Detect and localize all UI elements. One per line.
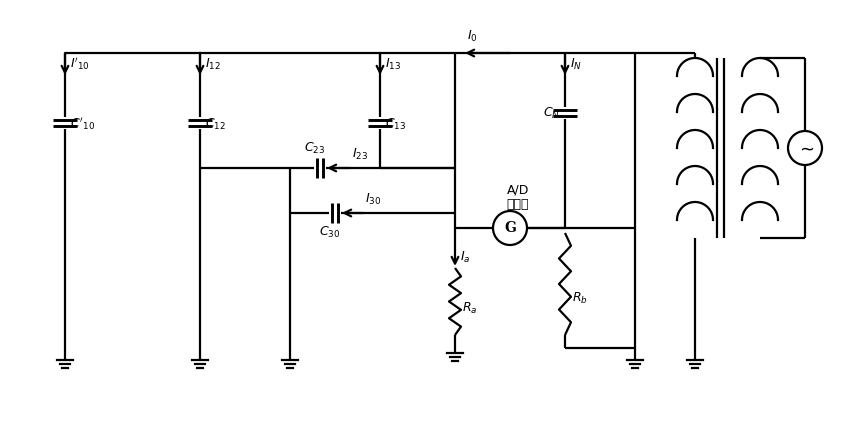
Text: $I'_{10}$: $I'_{10}$ [70, 56, 90, 72]
Text: $I_{13}$: $I_{13}$ [385, 56, 401, 71]
Text: $I_{30}$: $I_{30}$ [365, 192, 381, 207]
Text: $I_a$: $I_a$ [460, 250, 470, 264]
Text: $C_{30}$: $C_{30}$ [320, 225, 341, 240]
Text: $\sim$: $\sim$ [796, 139, 815, 157]
Text: $C_{13}$: $C_{13}$ [385, 116, 406, 132]
Text: $C_N$: $C_N$ [543, 105, 560, 121]
Text: $R_a$: $R_a$ [462, 300, 477, 316]
Text: $C_{12}$: $C_{12}$ [205, 116, 226, 132]
Text: $I_N$: $I_N$ [570, 56, 582, 71]
Text: G: G [504, 221, 516, 235]
Text: $C'_{10}$: $C'_{10}$ [70, 116, 95, 132]
Text: $C_{23}$: $C_{23}$ [304, 141, 325, 156]
Text: $I_0$: $I_0$ [467, 29, 478, 44]
Text: A/D: A/D [507, 184, 529, 197]
Text: 计算机: 计算机 [507, 198, 529, 211]
Text: $I_{12}$: $I_{12}$ [205, 56, 221, 71]
Text: $I_{23}$: $I_{23}$ [352, 147, 368, 162]
Text: $R_b$: $R_b$ [572, 291, 588, 305]
